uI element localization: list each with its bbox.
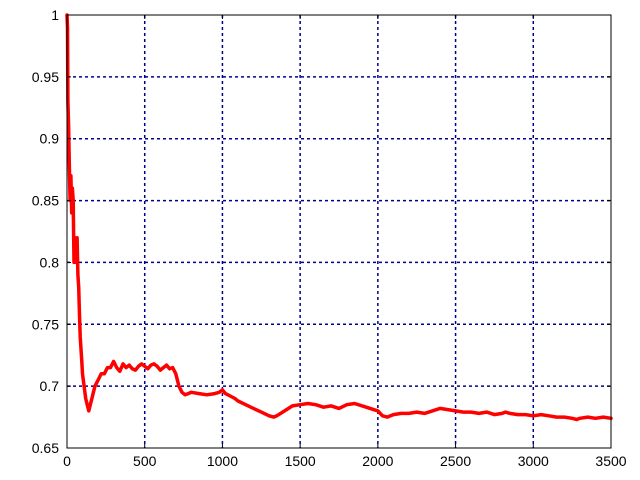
y-tick-label: 0.8 [40,254,60,270]
y-tick-label: 0.95 [32,69,59,85]
x-tick-label: 500 [133,453,157,469]
grid-lines [67,15,611,448]
axes-frame [66,14,612,449]
x-tick-label: 0 [63,453,71,469]
y-tick-label: 0.7 [40,378,60,394]
series-line [65,13,613,422]
plot-data [65,13,613,422]
x-tick-label: 1500 [285,453,316,469]
y-tick-label: 0.65 [32,440,59,456]
x-axis: 0 500 1000 1500 2000 2500 3000 3500 [63,15,627,469]
x-tick-label: 2500 [440,453,471,469]
x-tick-label: 2000 [362,453,393,469]
y-tick-label: 0.75 [32,316,59,332]
y-tick-label: 0.85 [32,193,59,209]
x-tick-label: 3500 [595,453,626,469]
x-tick-label: 3000 [518,453,549,469]
y-axis: 0.65 0.7 0.75 0.8 0.85 0.9 0.95 1 [32,7,611,456]
y-tick-label: 1 [51,7,59,23]
x-tick-label: 1000 [207,453,238,469]
y-tick-label: 0.9 [40,131,60,147]
